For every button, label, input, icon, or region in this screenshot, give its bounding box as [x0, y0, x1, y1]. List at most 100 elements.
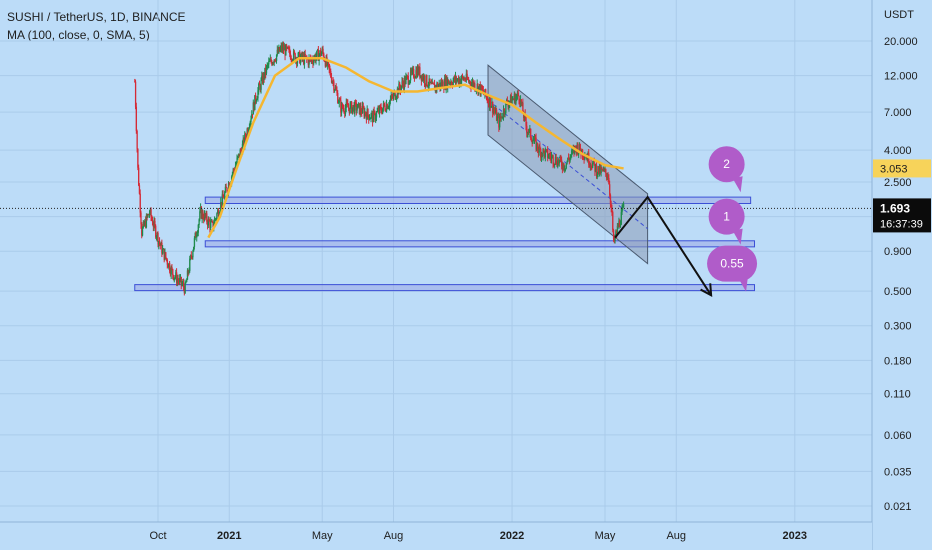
candle-body [344, 112, 346, 114]
candle-body [285, 45, 288, 48]
candle [468, 76, 470, 84]
candle [454, 74, 456, 83]
candle [447, 77, 449, 93]
candle-body [175, 272, 178, 283]
candle [513, 91, 516, 104]
candle-body [455, 76, 457, 82]
candle [395, 94, 397, 100]
candle-body [352, 105, 354, 108]
support-zone-1[interactable] [204, 196, 752, 204]
candle [334, 89, 336, 93]
candle-body [514, 94, 516, 104]
candle-body [450, 82, 452, 84]
candle [288, 45, 290, 53]
candle [385, 99, 388, 113]
candle-body [491, 101, 493, 107]
candle-body [454, 76, 456, 82]
candle-body [545, 149, 547, 151]
candle [612, 228, 615, 242]
callout-bubble-1[interactable]: 1 [708, 198, 745, 245]
candle-body [347, 107, 350, 109]
callout-bubble-0.55[interactable]: 0.55 [707, 245, 758, 292]
candle [564, 168, 567, 172]
candle-body [581, 149, 583, 155]
callout-bubble-2[interactable]: 2 [708, 146, 745, 193]
candle-body [384, 105, 386, 110]
candle-body [429, 78, 431, 83]
candle [507, 100, 509, 110]
candle-body [557, 159, 559, 167]
candle-body [351, 102, 353, 113]
support-zone-2[interactable] [204, 240, 756, 248]
candle-body [179, 277, 182, 279]
candle [466, 70, 468, 81]
candle [541, 152, 543, 158]
projection-path[interactable] [614, 195, 712, 296]
candle [214, 217, 217, 222]
candle-body [574, 146, 577, 148]
candle-body [510, 95, 512, 105]
candle-body [443, 88, 445, 90]
candle-body [222, 194, 224, 198]
ma-indicator-label[interactable]: MA (100, close, 0, SMA, 5) [7, 28, 150, 42]
candle [266, 62, 268, 71]
candle-body [404, 77, 406, 85]
candle [516, 90, 519, 100]
candle [532, 136, 534, 144]
candle-body [467, 78, 469, 80]
candle-body [329, 68, 331, 71]
candle [272, 61, 275, 66]
ma-line[interactable] [207, 57, 624, 239]
candle-body [256, 98, 258, 100]
candle [380, 103, 382, 114]
candle [365, 111, 367, 117]
candle-body [336, 90, 338, 93]
candle [424, 83, 426, 90]
candle [406, 75, 409, 80]
candle-body [147, 214, 149, 217]
candle [436, 81, 438, 93]
candle [432, 81, 434, 85]
candle-body [371, 113, 374, 123]
candle [256, 95, 258, 101]
candle-body [368, 114, 370, 120]
candle-body [584, 156, 586, 159]
candle-body [558, 159, 560, 164]
candle [492, 101, 494, 118]
candle [502, 105, 505, 121]
symbol-title[interactable]: SUSHI / TetherUS, 1D, BINANCE [7, 10, 186, 24]
candle [148, 210, 151, 218]
candle-body [158, 241, 160, 245]
candle-body [612, 212, 614, 230]
candle [456, 78, 458, 84]
candle-body [608, 177, 610, 185]
candle [145, 213, 148, 229]
candle [411, 67, 413, 76]
candle-body [186, 279, 188, 283]
candle [537, 142, 539, 154]
candle [381, 106, 383, 115]
support-zone-3[interactable] [134, 284, 756, 292]
candle [264, 67, 266, 80]
candle-body [286, 46, 289, 48]
candle-body [615, 231, 617, 237]
candle-body [579, 144, 581, 151]
candle-body [165, 257, 168, 260]
candle [280, 42, 282, 53]
candle-body [175, 272, 177, 277]
descending-channel[interactable] [487, 64, 649, 265]
candle-body [163, 248, 165, 260]
candle-body [601, 167, 603, 169]
candle-body [337, 102, 340, 104]
candle [285, 43, 287, 56]
candle [515, 93, 517, 106]
candle-body [291, 59, 293, 62]
candle [324, 60, 327, 68]
candle-body [158, 241, 161, 244]
candle [263, 72, 265, 83]
candle-body [425, 75, 427, 85]
candle-body [258, 83, 260, 91]
candle [339, 97, 341, 101]
